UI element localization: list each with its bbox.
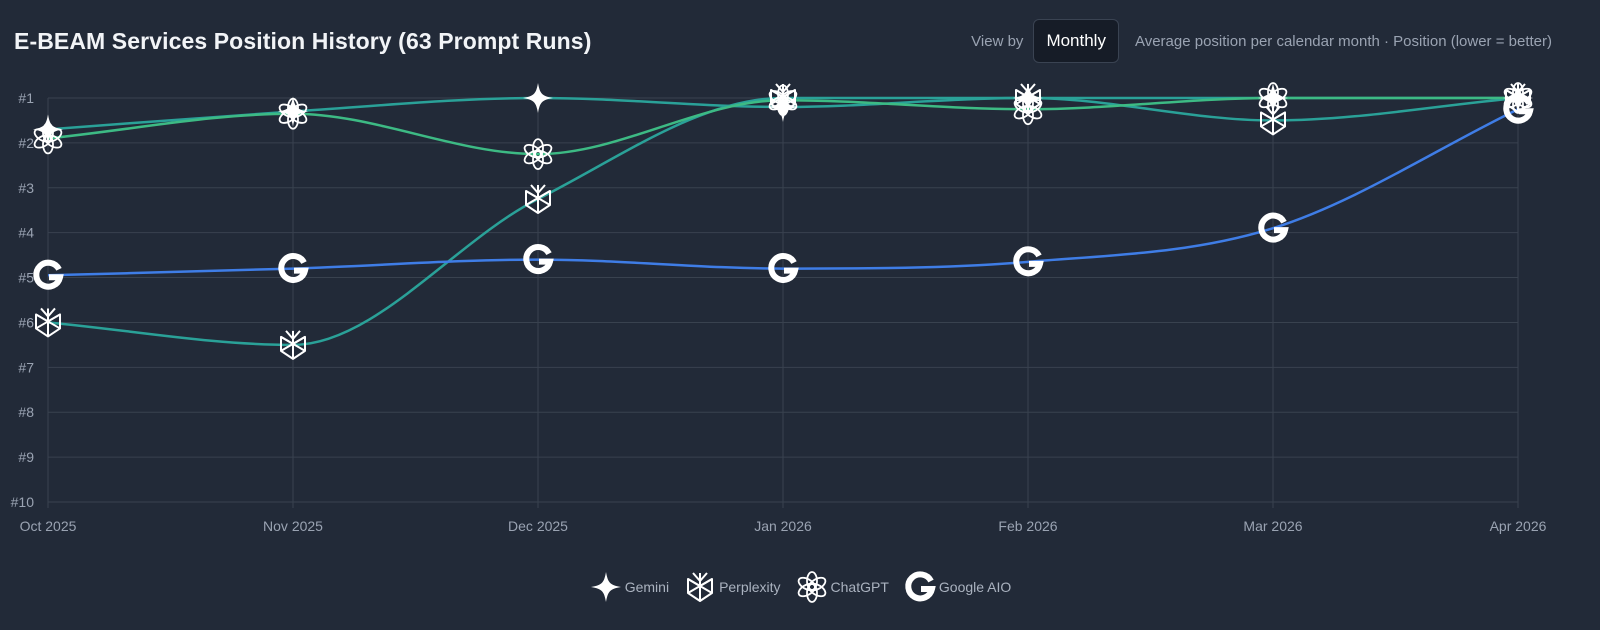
perplexity-point[interactable] xyxy=(35,307,61,338)
y-tick-label: #4 xyxy=(18,225,34,241)
x-tick-label: Apr 2026 xyxy=(1490,518,1547,534)
chatgpt-point[interactable] xyxy=(523,138,554,171)
google-point[interactable] xyxy=(278,253,309,283)
y-tick-label: #3 xyxy=(18,180,34,196)
legend-item-gemini[interactable]: Gemini xyxy=(589,570,669,604)
google-point[interactable] xyxy=(33,259,64,290)
x-tick-label: Dec 2025 xyxy=(508,518,568,534)
x-tick-label: Feb 2026 xyxy=(998,518,1057,534)
chart-subtitle: Average position per calendar month · Po… xyxy=(1134,32,1552,50)
y-tick-label: #5 xyxy=(18,270,34,286)
chatgpt-point[interactable] xyxy=(33,122,64,155)
legend-item-google-aio[interactable]: Google AIO xyxy=(903,570,1011,604)
google-point[interactable] xyxy=(1503,93,1534,124)
x-tick-label: Mar 2026 xyxy=(1243,518,1302,534)
series-line-google-aio xyxy=(47,108,1519,277)
y-tick-label: #9 xyxy=(18,449,34,465)
legend-label: Perplexity xyxy=(719,579,781,595)
chatgpt-point[interactable] xyxy=(768,84,799,117)
gemini-point[interactable] xyxy=(523,83,553,113)
position-history-chart: #1 #2 #3 #4 #5 #6 #7 #8 #9 #10 Oct 2025 Nov 2025 Dec… xyxy=(11,82,1547,534)
y-tick-label: #7 xyxy=(18,359,34,375)
perplexity-point[interactable] xyxy=(1260,105,1286,136)
perplexity-point[interactable] xyxy=(280,330,306,360)
y-tick-label: #6 xyxy=(18,314,34,330)
legend-item-chatgpt[interactable]: ChatGPT xyxy=(795,570,889,604)
google-point[interactable] xyxy=(1013,246,1044,277)
view-by-label: View by xyxy=(971,32,1024,50)
perplexity-point[interactable] xyxy=(1015,83,1041,113)
perplexity-point[interactable] xyxy=(525,184,551,214)
chatgpt-point[interactable] xyxy=(1258,82,1289,114)
chart-legend: Gemini Perplexity ChatGPT Google AIO xyxy=(0,570,1600,604)
y-tick-label: #10 xyxy=(11,494,35,510)
gemini-point[interactable] xyxy=(1258,83,1288,113)
chatgpt-point[interactable] xyxy=(1013,93,1044,126)
chart-title: E-BEAM Services Position History (63 Pro… xyxy=(14,28,592,54)
google-point[interactable] xyxy=(768,253,799,283)
gemini-point[interactable] xyxy=(33,114,63,145)
x-tick-label: Jan 2026 xyxy=(754,518,812,534)
x-tick-label: Nov 2025 xyxy=(263,518,323,534)
legend-label: Gemini xyxy=(624,579,670,595)
google-point[interactable] xyxy=(523,244,554,274)
chatgpt-icon xyxy=(797,571,826,603)
view-controls: View by Monthly Average position per cal… xyxy=(971,19,1552,63)
legend-item-perplexity[interactable]: Perplexity xyxy=(683,570,781,604)
view-by-select[interactable]: Monthly xyxy=(1033,19,1119,63)
google-point[interactable] xyxy=(1258,212,1289,243)
gemini-icon xyxy=(590,572,621,602)
perplexity-icon xyxy=(687,572,714,602)
x-tick-label: Oct 2025 xyxy=(20,518,77,534)
y-tick-label: #1 xyxy=(18,90,34,106)
y-tick-label: #8 xyxy=(18,404,34,420)
legend-label: Google AIO xyxy=(938,579,1012,595)
legend-label: ChatGPT xyxy=(830,579,889,595)
google-icon xyxy=(905,571,936,602)
chatgpt-point[interactable] xyxy=(278,97,309,130)
y-tick-label: #2 xyxy=(18,135,34,151)
